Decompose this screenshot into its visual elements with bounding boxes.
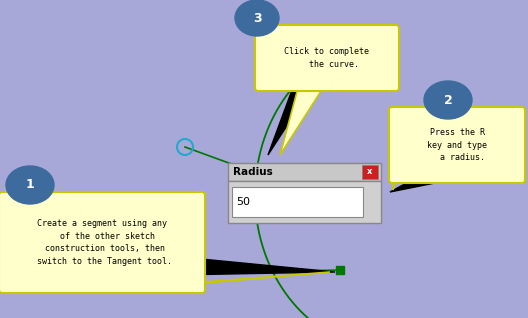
Text: x: x [367, 168, 373, 176]
FancyBboxPatch shape [389, 107, 525, 183]
Polygon shape [268, 82, 310, 155]
Text: Radius: Radius [233, 167, 273, 177]
Ellipse shape [6, 166, 54, 204]
Ellipse shape [235, 0, 279, 36]
FancyBboxPatch shape [336, 266, 344, 274]
Text: 2: 2 [444, 93, 452, 107]
Text: 1: 1 [26, 178, 34, 191]
Polygon shape [392, 160, 397, 190]
Polygon shape [390, 162, 460, 192]
FancyBboxPatch shape [0, 192, 205, 293]
FancyBboxPatch shape [26, 274, 34, 282]
Text: Create a segment using any
  of the other sketch
 construction tools, then
 swit: Create a segment using any of the other … [32, 219, 172, 266]
FancyBboxPatch shape [362, 165, 378, 179]
Polygon shape [102, 272, 330, 290]
Polygon shape [160, 255, 335, 275]
Ellipse shape [424, 81, 472, 119]
FancyBboxPatch shape [255, 25, 399, 91]
Polygon shape [280, 88, 323, 155]
Text: 3: 3 [253, 11, 261, 24]
FancyBboxPatch shape [228, 181, 381, 223]
Text: Press the R
key and type
  a radius.: Press the R key and type a radius. [427, 128, 487, 162]
Text: 50: 50 [236, 197, 250, 207]
FancyBboxPatch shape [228, 163, 381, 181]
FancyBboxPatch shape [244, 166, 252, 174]
FancyBboxPatch shape [232, 187, 363, 217]
Text: Click to complete
   the curve.: Click to complete the curve. [285, 47, 370, 69]
